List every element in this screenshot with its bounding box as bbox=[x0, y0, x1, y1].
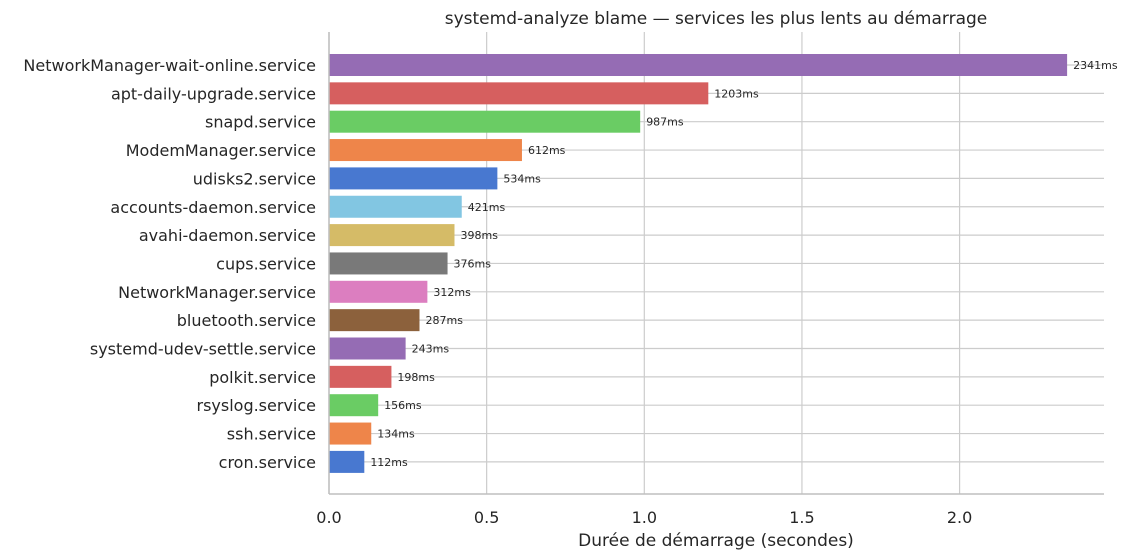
bar bbox=[329, 252, 448, 275]
category-label: cron.service bbox=[219, 453, 316, 472]
value-labels-layer: 2341ms 1203ms 987ms 612ms 534ms 421ms 398ms 376… bbox=[370, 59, 1118, 469]
category-label: snapd.service bbox=[205, 113, 316, 132]
bar bbox=[329, 365, 392, 388]
bar-value-label: 534ms bbox=[503, 172, 541, 185]
bar bbox=[329, 195, 462, 218]
category-label: cups.service bbox=[216, 254, 316, 273]
x-tick-label: 0.0 bbox=[316, 508, 341, 527]
bar-value-label: 312ms bbox=[433, 286, 471, 299]
bar-value-label: 1203ms bbox=[714, 87, 759, 100]
bar-value-label: 198ms bbox=[397, 371, 435, 384]
bars-layer bbox=[329, 54, 1068, 473]
bar-value-label: 2341ms bbox=[1073, 59, 1118, 72]
bar bbox=[329, 394, 379, 417]
bar-value-label: 987ms bbox=[646, 116, 684, 129]
x-tick-label: 2.0 bbox=[947, 508, 972, 527]
chart-title: systemd-analyze blame — services les plu… bbox=[445, 9, 988, 29]
bar bbox=[329, 337, 406, 360]
category-label: systemd-udev-settle.service bbox=[90, 340, 316, 359]
x-tick-labels-layer: 0.0 0.5 1.0 1.5 2.0 bbox=[316, 508, 972, 527]
bar bbox=[329, 422, 372, 445]
bar-value-label: 398ms bbox=[460, 229, 498, 242]
bar bbox=[329, 167, 498, 190]
category-label: NetworkManager.service bbox=[118, 283, 316, 302]
category-label: rsyslog.service bbox=[196, 396, 316, 415]
x-tick-label: 1.5 bbox=[789, 508, 814, 527]
bar bbox=[329, 139, 522, 162]
category-label: polkit.service bbox=[209, 368, 316, 387]
bar bbox=[329, 110, 641, 133]
category-labels-layer: NetworkManager-wait-online.service apt-da… bbox=[23, 56, 316, 472]
bar-value-label: 287ms bbox=[425, 314, 463, 327]
x-tick-label: 1.0 bbox=[632, 508, 657, 527]
bar-value-label: 376ms bbox=[454, 257, 492, 270]
bar-value-label: 612ms bbox=[528, 144, 566, 157]
category-label: NetworkManager-wait-online.service bbox=[23, 56, 316, 75]
bar bbox=[329, 54, 1068, 76]
x-axis-title: Durée de démarrage (secondes) bbox=[578, 531, 854, 551]
bar bbox=[329, 224, 455, 247]
bar-value-label: 156ms bbox=[384, 399, 422, 412]
category-label: ssh.service bbox=[227, 425, 316, 444]
category-label: ModemManager.service bbox=[126, 141, 316, 160]
category-label: bluetooth.service bbox=[177, 311, 316, 330]
bar bbox=[329, 82, 709, 105]
category-label: udisks2.service bbox=[193, 169, 316, 188]
bar-value-label: 421ms bbox=[468, 201, 506, 214]
x-tick-label: 0.5 bbox=[474, 508, 499, 527]
bar bbox=[329, 450, 365, 473]
bar-value-label: 112ms bbox=[370, 456, 408, 469]
bar bbox=[329, 309, 420, 332]
category-label: apt-daily-upgrade.service bbox=[111, 84, 316, 103]
category-label: accounts-daemon.service bbox=[110, 198, 316, 217]
bar-value-label: 134ms bbox=[377, 428, 415, 441]
bar bbox=[329, 280, 428, 303]
bar-value-label: 243ms bbox=[412, 343, 450, 356]
category-label: avahi-daemon.service bbox=[139, 226, 316, 245]
